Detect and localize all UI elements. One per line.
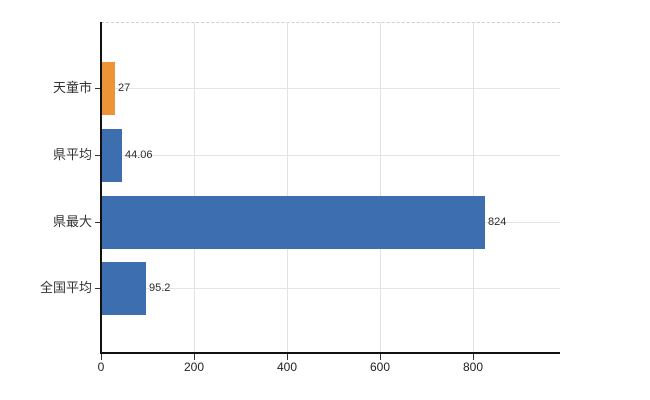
bar [102,62,115,115]
gridline-horizontal [101,88,560,89]
y-tick-mark [95,88,101,89]
y-tick-mark [95,288,101,289]
gridline-vertical [380,22,381,352]
x-tick-label: 400 [276,360,298,374]
x-tick-mark [287,354,288,360]
plot-top-border [101,22,560,23]
x-tick-label: 200 [183,360,205,374]
category-label: 県平均 [52,147,92,162]
bar [102,129,122,182]
y-axis-line [100,22,102,354]
bar [102,262,146,315]
gridline-vertical [194,22,195,352]
category-label: 県最大 [52,214,92,229]
gridline-vertical [473,22,474,352]
y-tick-mark [95,155,101,156]
bar-value-label: 824 [488,216,507,228]
bar [102,196,485,249]
x-tick-mark [380,354,381,360]
bar-value-label: 95.2 [149,282,171,294]
x-tick-label: 800 [462,360,484,374]
gridline-horizontal [101,288,560,289]
x-tick-mark [101,354,102,360]
bar-value-label: 44.06 [125,149,153,161]
x-axis-line [100,352,560,354]
category-label: 天童市 [52,80,92,95]
gridline-horizontal [101,155,560,156]
bar-value-label: 27 [118,82,131,94]
gridline-vertical [287,22,288,352]
x-tick-mark [194,354,195,360]
x-tick-label: 600 [369,360,391,374]
x-tick-mark [473,354,474,360]
x-tick-label: 0 [97,360,105,374]
y-tick-mark [95,222,101,223]
category-label: 全国平均 [39,280,92,295]
